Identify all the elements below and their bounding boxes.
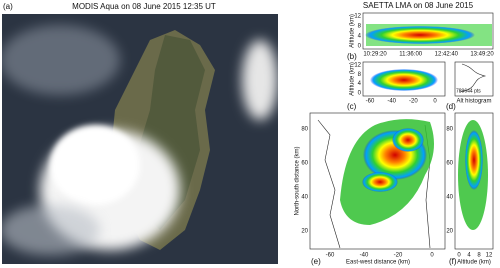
tick-label: 0: [358, 44, 362, 50]
panel-label: (b): [347, 52, 357, 61]
tick-label: 12: [354, 63, 361, 69]
panel-b-core: [365, 26, 475, 44]
tick-label: 0: [457, 253, 461, 259]
tick-label: 0: [358, 91, 362, 97]
panel-label: (d): [446, 102, 456, 111]
panel-c-frame: [362, 61, 446, 97]
tick-label: 0: [430, 253, 434, 259]
tick-label: 10:29:20: [363, 52, 387, 58]
tick-label: 20: [446, 229, 453, 235]
tick-label: 0: [433, 99, 437, 105]
tick-label: 8: [358, 72, 362, 78]
panel-d-frame: [454, 61, 494, 97]
histogram-curve: [459, 63, 487, 93]
tick-label: 13:49:20: [470, 52, 494, 58]
panel-b-frame: [362, 12, 494, 50]
axis-label: Altitude (km): [350, 14, 356, 48]
panel-e-frame: [309, 112, 446, 250]
tick-label: 40: [446, 195, 453, 201]
panel-c-density: [370, 69, 438, 91]
axis-label: North-south distance (km): [295, 146, 301, 215]
tick-label: 12: [354, 14, 361, 20]
tick-label: 20: [301, 229, 308, 235]
panel-f-frame: [454, 112, 494, 250]
tick-label: 4: [358, 81, 362, 87]
tick-label: 60: [446, 161, 453, 167]
axis-label: East-west distance (km): [346, 260, 410, 266]
panel-label: (e): [311, 257, 321, 266]
tick-label: 12: [486, 253, 493, 259]
tick-label: 8: [477, 253, 481, 259]
panel-title: MODIS Aqua on 08 June 2015 12:35 UT: [72, 2, 216, 11]
tick-label: -40: [387, 99, 396, 105]
tick-label: 11:36:00: [399, 52, 423, 58]
axis-label: Altitude (km): [350, 62, 356, 96]
panel-f-core: [465, 130, 483, 190]
satellite-image: [2, 14, 278, 264]
tick-label: 40: [301, 195, 308, 201]
axis-label: Alt histogram: [456, 99, 491, 105]
tick-label: 8: [358, 24, 362, 30]
panel-label: (a): [3, 2, 13, 11]
lma-title: SAETTA LMA on 08 June 2015: [363, 1, 474, 10]
point-count: 789644 pts: [456, 88, 481, 94]
axis-label: Altitude (km): [457, 260, 491, 266]
tick-label: 80: [446, 127, 453, 133]
tick-label: 4: [358, 34, 362, 40]
panel-label: (c): [347, 102, 357, 111]
panel-e-core: [392, 128, 424, 152]
tick-label: 60: [301, 161, 308, 167]
coastline: [317, 119, 341, 249]
tick-label: 4: [467, 253, 471, 259]
tick-label: 80: [301, 127, 308, 133]
panel-e-core: [362, 172, 398, 192]
tick-label: -20: [394, 253, 403, 259]
tick-label: -60: [326, 253, 335, 259]
tick-label: -60: [366, 99, 375, 105]
tick-label: -20: [409, 99, 418, 105]
tick-label: -40: [360, 253, 369, 259]
tick-label: 12:42:40: [435, 52, 459, 58]
panel-label: (f): [449, 257, 457, 266]
